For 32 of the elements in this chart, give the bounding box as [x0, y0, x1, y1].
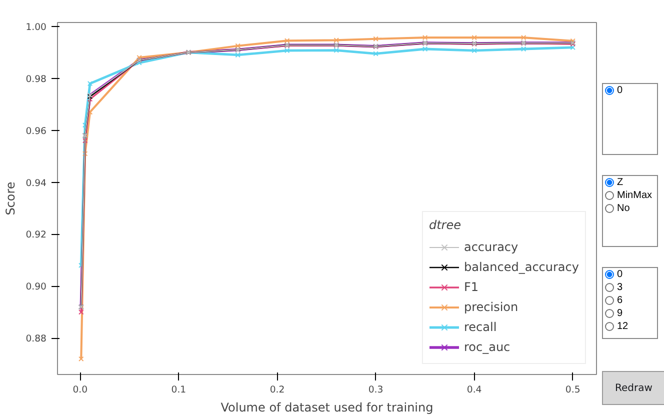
text: 3	[617, 282, 623, 293]
x-tick-label: 0.3	[368, 384, 384, 396]
y-tick-label: 0.88	[26, 334, 47, 345]
x-axis-title: Volume of dataset used for training	[220, 400, 434, 414]
legend-label: accuracy	[464, 240, 518, 254]
text: 0	[617, 269, 623, 280]
y-tick-label: 0.90	[26, 282, 47, 293]
x-tick-label: 0.2	[270, 384, 285, 396]
y-tick-label: 0.96	[26, 126, 47, 137]
legend-label: F1	[464, 280, 480, 294]
y-tick-label: 0.92	[26, 230, 47, 241]
x-tick-label: 0.4	[466, 384, 482, 396]
text: 0	[617, 85, 623, 96]
x-tick-label: 0.0	[72, 384, 88, 396]
text: 6	[617, 295, 623, 306]
y-tick-label: 0.98	[26, 74, 47, 85]
text: 12	[617, 321, 628, 332]
text: 9	[617, 308, 623, 319]
text: No	[617, 203, 630, 214]
text: Z	[617, 177, 624, 188]
y-tick-label: 0.94	[26, 178, 47, 189]
y-tick-label: 1.00	[26, 22, 47, 33]
legend-label: roc_auc	[464, 340, 510, 354]
legend-label: precision	[464, 300, 518, 314]
text: Redraw	[602, 371, 664, 405]
x-tick-label: 0.1	[171, 384, 186, 396]
legend-label: recall	[464, 320, 497, 334]
y-axis-title: Score	[4, 182, 18, 216]
legend-title: dtree	[428, 218, 462, 232]
x-tick-label: 0.5	[565, 384, 580, 396]
legend-label: balanced_accuracy	[464, 260, 579, 274]
text: MinMax	[617, 190, 652, 201]
